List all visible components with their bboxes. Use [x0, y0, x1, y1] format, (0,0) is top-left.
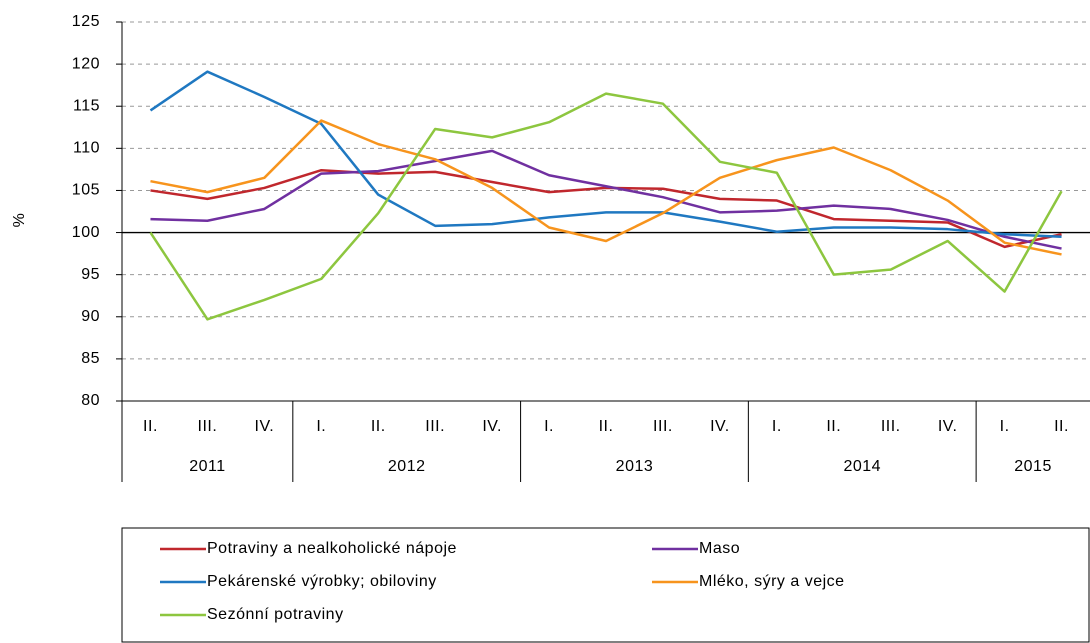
y-tick-label: 90 [81, 308, 100, 325]
x-tick-label: I. [316, 418, 326, 435]
group-label: 2012 [388, 458, 426, 475]
y-tick-label: 125 [72, 13, 100, 30]
series-line [149, 92, 1063, 321]
y-tick-label: 100 [72, 224, 100, 241]
series-line [150, 119, 1062, 256]
legend-label: Pekárenské výrobky; obiloviny [207, 573, 437, 590]
x-tick-label: I. [1000, 418, 1010, 435]
series-line [150, 149, 1062, 250]
x-tick-label: I. [772, 418, 782, 435]
x-tick-label: I. [544, 418, 554, 435]
x-tick-label: IV. [482, 418, 502, 435]
x-tick-label: II. [826, 418, 841, 435]
group-label: 2011 [189, 458, 225, 475]
x-tick-label: II. [371, 418, 386, 435]
y-tick-label: 120 [72, 55, 100, 72]
y-axis-label: % [11, 213, 28, 228]
legend-label: Maso [699, 540, 740, 557]
series-line [149, 70, 1062, 239]
x-tick-label: II. [143, 418, 158, 435]
legend-label: Potraviny a nealkoholické nápoje [207, 540, 457, 557]
y-tick-label: 95 [81, 266, 100, 283]
legend-label: Sezónní potraviny [207, 606, 344, 623]
x-tick-label: II. [599, 418, 614, 435]
x-tick-label: III. [198, 418, 218, 435]
x-tick-label: III. [653, 418, 673, 435]
group-label: 2013 [616, 458, 654, 475]
legend-box [121, 527, 1090, 643]
x-tick-label: IV. [938, 418, 958, 435]
legend-label: Mléko, sýry a vejce [699, 573, 845, 590]
x-tick-label: II. [1054, 418, 1069, 435]
y-tick-label: 110 [73, 140, 100, 157]
x-tick-label: IV. [255, 418, 275, 435]
y-tick-label: 85 [81, 350, 100, 367]
x-tick-label: III. [881, 418, 901, 435]
y-tick-label: 105 [72, 182, 100, 199]
group-label: 2015 [1014, 458, 1052, 475]
y-tick-label: 115 [73, 97, 100, 114]
series-line [150, 168, 1062, 249]
y-tick-label: 80 [81, 392, 100, 409]
x-tick-label: III. [425, 418, 445, 435]
x-tick-label: IV. [710, 418, 730, 435]
group-label: 2014 [843, 458, 881, 475]
